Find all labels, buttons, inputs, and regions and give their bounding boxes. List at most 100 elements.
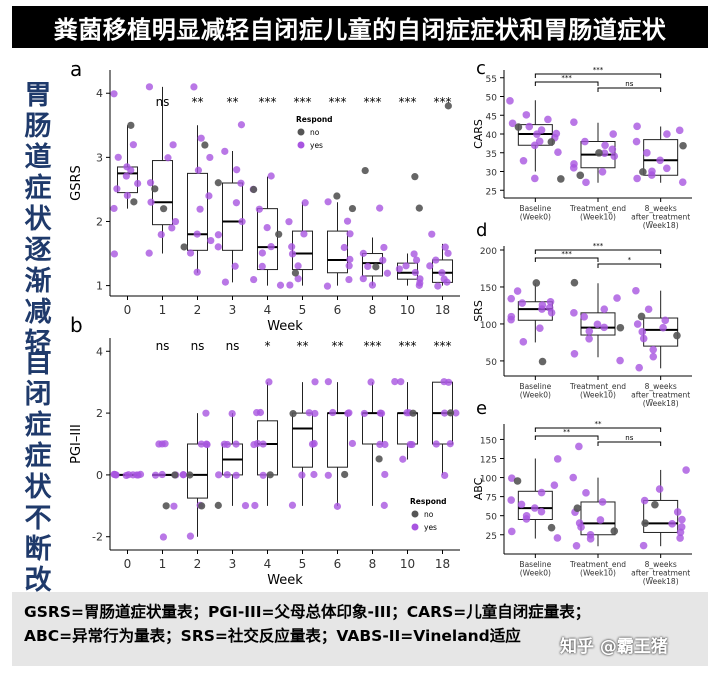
significance-label: ns xyxy=(156,339,170,353)
data-point-yes xyxy=(391,378,399,386)
data-point-no xyxy=(180,243,188,251)
data-point-no xyxy=(275,230,283,238)
side-label-autism: 自闭症症状不断改善 xyxy=(24,348,52,627)
data-point-yes xyxy=(525,122,534,131)
data-point-no xyxy=(610,527,619,535)
box-body xyxy=(222,182,243,251)
legend-title: Respond xyxy=(296,115,333,124)
significance-label: ns xyxy=(226,339,240,353)
legend-swatch-no xyxy=(297,128,305,136)
data-point-yes xyxy=(434,282,442,290)
data-point-no xyxy=(576,171,585,180)
data-point-yes xyxy=(186,532,195,540)
significance-bracket xyxy=(534,249,662,254)
box-body xyxy=(580,501,616,536)
data-point-yes xyxy=(276,281,285,289)
y-tick-label: 1 xyxy=(96,280,103,293)
data-point-yes xyxy=(609,130,618,138)
data-point-no xyxy=(538,357,547,366)
significance-label: ns xyxy=(191,339,205,353)
data-point-yes xyxy=(323,282,332,290)
data-point-yes xyxy=(300,230,308,238)
data-point-yes xyxy=(193,230,201,238)
data-point-no xyxy=(198,502,206,510)
data-point-yes xyxy=(513,287,522,295)
data-point-yes xyxy=(324,471,332,479)
data-point-yes xyxy=(585,327,594,336)
data-point-yes xyxy=(110,90,118,98)
data-point-yes xyxy=(233,166,241,174)
data-point-yes xyxy=(196,205,204,213)
watermark: 知乎 @霸王猪 xyxy=(560,637,668,657)
data-point-yes xyxy=(649,352,658,361)
data-point-yes xyxy=(507,312,516,321)
data-point-no xyxy=(570,278,579,287)
data-point-yes xyxy=(214,243,222,251)
data-point-no xyxy=(201,141,209,149)
panel-label-b: b xyxy=(70,313,83,337)
data-point-yes xyxy=(376,204,384,212)
data-point-yes xyxy=(265,378,273,386)
data-point-yes xyxy=(241,501,250,510)
chart-d-srs: d 50 100 150 200 SRS Baseline (Week0) Treatment_… xyxy=(472,220,692,408)
data-point-yes xyxy=(110,204,118,213)
data-point-yes xyxy=(380,243,388,252)
data-point-yes xyxy=(345,262,353,270)
y-tick-label: 3 xyxy=(96,151,103,164)
y-axis-label: GSRS xyxy=(69,165,84,201)
data-point-no xyxy=(291,269,300,277)
data-point-no xyxy=(557,175,565,183)
data-point-yes xyxy=(441,471,449,480)
data-point-yes xyxy=(345,409,353,417)
x-tick-label: 10 xyxy=(400,557,415,571)
data-point-yes xyxy=(518,299,527,307)
x-tick-label: 3 xyxy=(229,557,237,571)
y-tick-label: 55 xyxy=(486,75,497,85)
significance-bracket xyxy=(534,257,599,262)
box-body xyxy=(187,443,208,499)
data-point-yes xyxy=(129,141,137,149)
box-body xyxy=(152,160,173,226)
data-point-yes xyxy=(600,305,609,313)
data-point-yes xyxy=(639,541,648,550)
data-point-yes xyxy=(537,126,546,134)
y-axis-label: PGI–III xyxy=(69,424,84,464)
box-body xyxy=(643,499,679,533)
significance-label: ns xyxy=(156,95,170,109)
data-point-yes xyxy=(569,473,578,482)
significance-label: *** xyxy=(364,95,382,109)
data-point-yes xyxy=(383,269,392,277)
y-tick-label: 125 xyxy=(480,456,497,466)
data-point-yes xyxy=(214,231,222,239)
data-point-yes xyxy=(402,262,410,270)
significance-label: ** xyxy=(192,95,204,109)
data-point-yes xyxy=(593,320,602,329)
data-point-no xyxy=(444,102,452,110)
significance-label: * xyxy=(265,339,271,353)
bracket-label: ns xyxy=(625,434,633,442)
data-point-yes xyxy=(544,115,552,124)
y-tick-label: 50 xyxy=(486,358,498,368)
data-point-yes xyxy=(286,281,294,289)
data-point-yes xyxy=(537,488,546,497)
data-point-yes xyxy=(157,230,165,239)
x-tick-label: 2 xyxy=(194,557,202,571)
data-point-yes xyxy=(438,269,446,277)
legend-swatch-yes xyxy=(411,523,419,531)
y-tick-label: 75 xyxy=(486,494,497,504)
data-point-yes xyxy=(197,134,205,142)
data-point-yes xyxy=(552,129,561,138)
data-point-no xyxy=(162,502,170,510)
box-body xyxy=(327,230,348,274)
data-point-no xyxy=(639,168,647,176)
data-point-yes xyxy=(333,502,342,510)
data-point-no xyxy=(130,198,138,206)
data-point-yes xyxy=(221,147,229,155)
box-body xyxy=(362,412,383,445)
data-point-yes xyxy=(644,305,653,314)
data-point-yes xyxy=(668,520,676,528)
data-point-yes xyxy=(519,156,528,165)
data-point-yes xyxy=(536,324,544,332)
x-tick-label: 8 xyxy=(369,557,377,571)
